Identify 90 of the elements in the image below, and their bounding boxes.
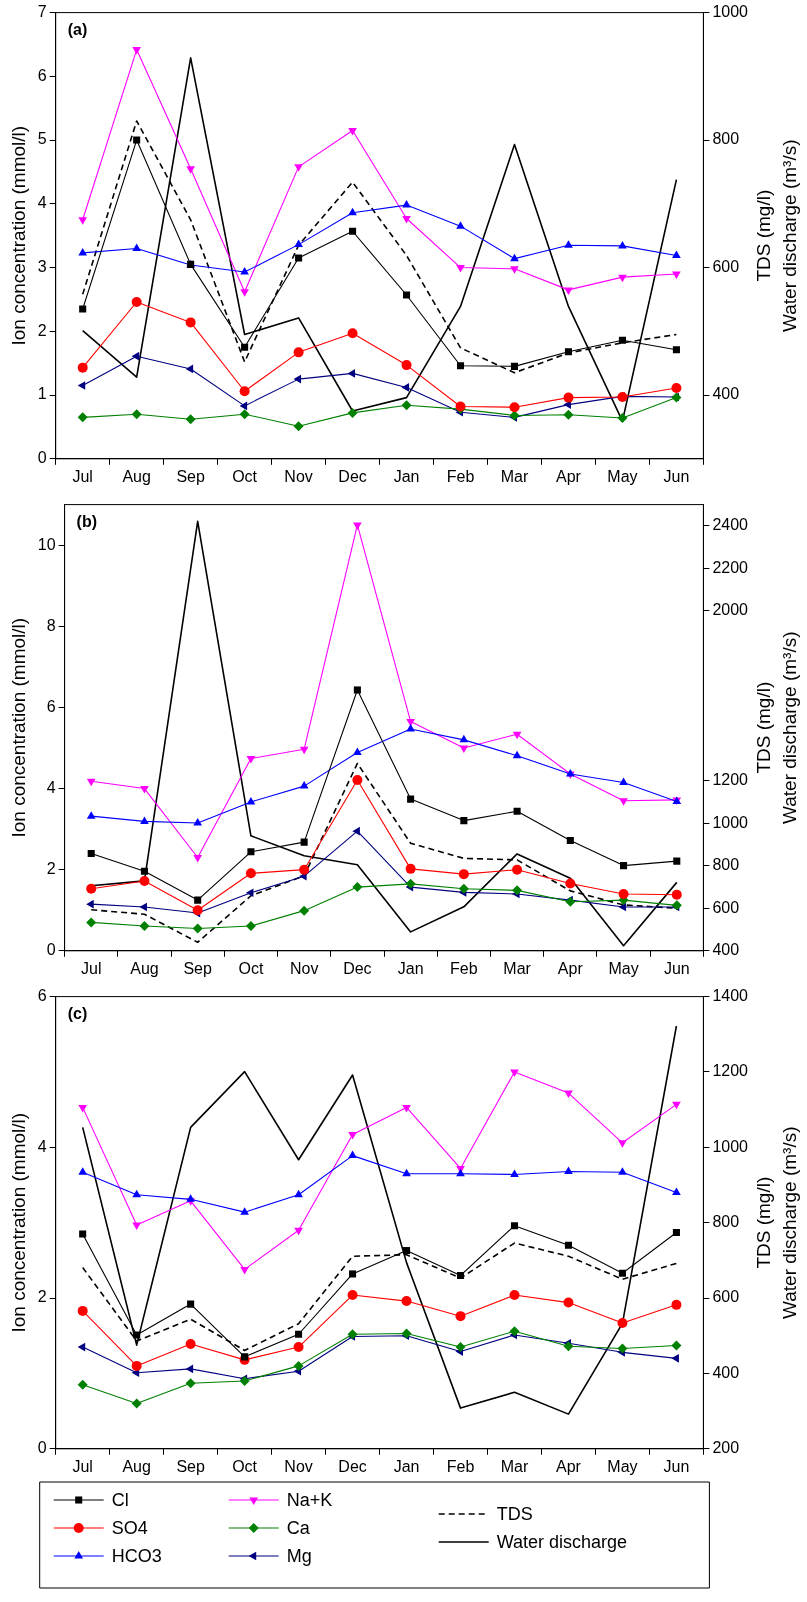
x-tick-label: Apr xyxy=(556,467,582,485)
y-tick-label: 8 xyxy=(46,616,56,634)
y2-tick-label: 800 xyxy=(712,130,740,148)
x-tick-label: Mar xyxy=(500,1457,529,1475)
y-tick-label: 2 xyxy=(37,1288,47,1306)
x-tick-label: Mar xyxy=(503,959,532,977)
x-tick-label: Jun xyxy=(663,467,690,485)
legend-label: HCO3 xyxy=(111,1545,162,1566)
legend-label: TDS xyxy=(496,1503,533,1524)
y-tick-label: 6 xyxy=(37,66,47,84)
y2-tick-label: 800 xyxy=(712,856,740,874)
y2-tick-label: 600 xyxy=(712,1288,740,1306)
y2-tick-label: 2400 xyxy=(712,516,749,534)
y2-tick-label: 400 xyxy=(712,385,740,403)
y-tick-label: 0 xyxy=(37,1439,47,1457)
x-tick-label: Aug xyxy=(122,467,151,485)
x-tick-label: Jul xyxy=(72,1457,93,1475)
x-tick-label: May xyxy=(608,959,639,977)
y2-tick-label: 1000 xyxy=(712,1137,749,1155)
x-tick-label: Feb xyxy=(450,959,478,977)
y2-tick-label: 400 xyxy=(712,1363,740,1381)
x-tick-label: Sep xyxy=(176,467,205,485)
legend-label: Water discharge xyxy=(496,1531,628,1552)
x-tick-label: Sep xyxy=(176,1457,205,1475)
y2-tick-label: 1200 xyxy=(712,771,749,789)
y2-tick-label: 200 xyxy=(712,1439,740,1457)
x-tick-label: Aug xyxy=(130,959,159,977)
y-tick-label: 0 xyxy=(37,449,47,467)
legend-label: Ca xyxy=(286,1517,311,1538)
y2-tick-label: 800 xyxy=(712,1213,740,1231)
y-tick-label: 1 xyxy=(37,385,47,403)
y-tick-label: 5 xyxy=(37,130,47,148)
x-tick-label: Feb xyxy=(446,467,475,485)
y-tick-label: 3 xyxy=(37,257,47,275)
y2-tick-label: 1000 xyxy=(712,813,749,831)
y2-tick-label: 600 xyxy=(712,898,740,916)
y-tick-label: 6 xyxy=(46,697,56,715)
y2-tick-label: 2000 xyxy=(712,601,749,619)
x-tick-label: Dec xyxy=(343,959,372,977)
legend-label: Mg xyxy=(286,1545,312,1566)
x-tick-label: Nov xyxy=(289,959,319,977)
x-tick-label: Feb xyxy=(446,1457,475,1475)
x-tick-label: Dec xyxy=(338,467,367,485)
y2-axis-title: TDS (mg/l) Water discharge (m³/s) xyxy=(753,1126,801,1319)
y2-tick-label: 400 xyxy=(712,941,740,959)
x-tick-label: Nov xyxy=(284,467,313,485)
y2-tick-label: 1200 xyxy=(712,1062,749,1080)
y2-tick-label: 1400 xyxy=(712,987,749,1005)
x-tick-label: Apr xyxy=(556,1457,582,1475)
x-tick-label: Oct xyxy=(232,467,258,485)
y-axis-title: Ion concentration (mmol/l) xyxy=(7,617,29,838)
x-tick-label: May xyxy=(607,467,638,485)
legend-label: Na+K xyxy=(286,1489,333,1510)
y-tick-label: 10 xyxy=(37,535,56,553)
y-tick-label: 0 xyxy=(46,941,56,959)
x-tick-label: Jan xyxy=(393,1457,420,1475)
y2-tick-label: 1000 xyxy=(712,3,749,21)
x-tick-label: Jun xyxy=(663,959,690,977)
x-tick-label: Jul xyxy=(80,959,102,977)
y2-tick-label: 600 xyxy=(712,257,740,275)
y-tick-label: 4 xyxy=(46,778,56,796)
legend-label: Cl xyxy=(111,1489,129,1510)
x-tick-label: Jan xyxy=(397,959,424,977)
x-tick-label: Oct xyxy=(232,1457,258,1475)
annotation: (c) xyxy=(67,1005,88,1023)
x-tick-label: Jul xyxy=(72,467,93,485)
x-tick-label: Dec xyxy=(338,1457,367,1475)
annotation: (a) xyxy=(67,21,88,39)
annotation: (b) xyxy=(76,513,98,531)
x-tick-label: Jan xyxy=(393,467,420,485)
y-tick-label: 4 xyxy=(37,194,47,212)
x-tick-label: Apr xyxy=(557,959,584,977)
y-tick-label: 2 xyxy=(37,321,47,339)
y-axis-title: Ion concentration (mmol/l) xyxy=(7,1112,29,1333)
y2-axis-title: TDS (mg/l) Water discharge (m³/s) xyxy=(753,631,801,824)
x-tick-label: Oct xyxy=(238,959,264,977)
x-tick-label: May xyxy=(607,1457,638,1475)
x-tick-label: Sep xyxy=(183,959,213,977)
y2-axis-title: TDS (mg/l) Water discharge (m³/s) xyxy=(753,139,801,332)
x-tick-label: Jun xyxy=(663,1457,690,1475)
legend-label: SO4 xyxy=(111,1517,148,1538)
y-axis-title: Ion concentration (mmol/l) xyxy=(7,125,29,346)
y2-tick-label: 2200 xyxy=(712,558,749,576)
y-tick-label: 4 xyxy=(37,1137,47,1155)
y-tick-label: 7 xyxy=(37,3,47,21)
y-tick-label: 6 xyxy=(37,987,47,1005)
x-tick-label: Mar xyxy=(500,467,529,485)
x-tick-label: Nov xyxy=(284,1457,313,1475)
x-tick-label: Aug xyxy=(122,1457,151,1475)
y-tick-label: 2 xyxy=(46,860,56,878)
